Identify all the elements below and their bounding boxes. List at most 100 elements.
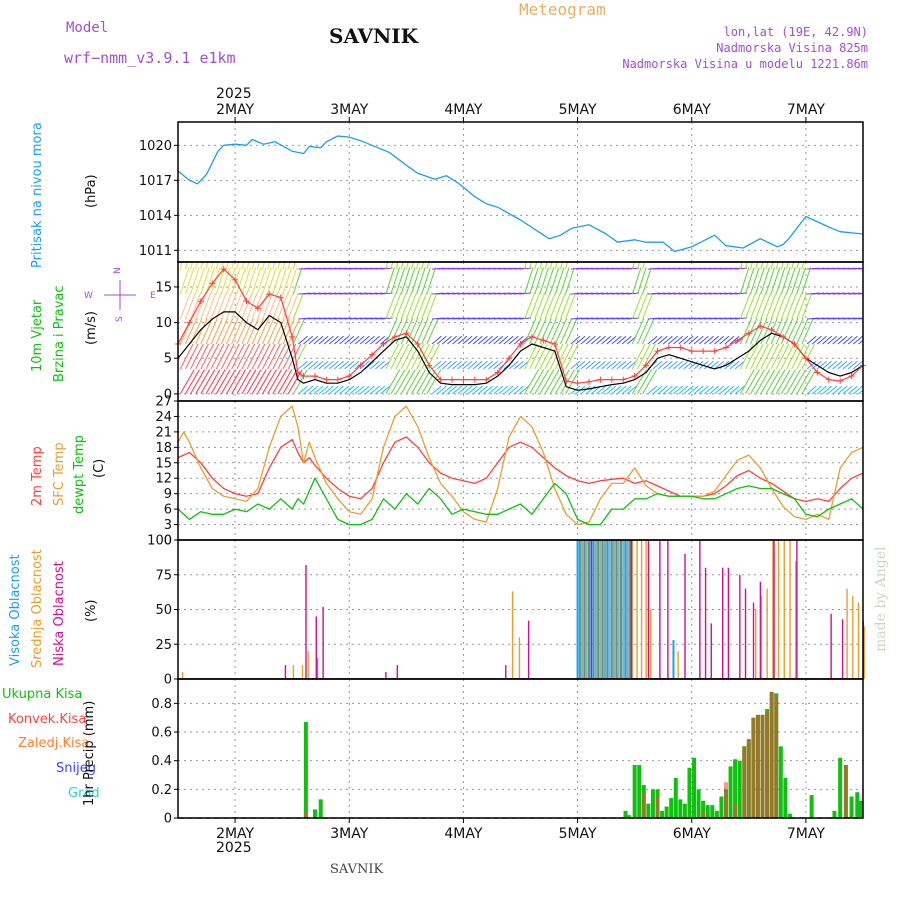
wind-vector bbox=[410, 262, 414, 270]
wind-vector bbox=[359, 385, 370, 395]
wind-vector bbox=[405, 262, 409, 270]
wind-vector bbox=[688, 385, 699, 395]
wind-vector bbox=[703, 360, 714, 370]
year-top: 2025 bbox=[216, 86, 252, 102]
wind-vector bbox=[791, 292, 803, 320]
wind-vector bbox=[565, 262, 569, 270]
y-tick-label: 75 bbox=[155, 568, 172, 583]
wind-vector bbox=[215, 369, 231, 395]
wind-vector bbox=[477, 385, 488, 395]
wind-vector bbox=[673, 385, 683, 395]
wind-vector bbox=[631, 292, 643, 320]
wind-vector bbox=[801, 292, 813, 320]
precip-total-bar bbox=[687, 767, 692, 818]
wind-gust-marker bbox=[825, 376, 832, 383]
wind-vector bbox=[734, 360, 745, 370]
wind-vector bbox=[565, 267, 575, 295]
legend-hail: Grad bbox=[68, 786, 100, 801]
wind-vector bbox=[616, 385, 627, 395]
wind-vector bbox=[637, 343, 651, 370]
wind-vector bbox=[760, 369, 776, 395]
precip-total-bar bbox=[728, 766, 733, 818]
wind-vector bbox=[698, 385, 709, 395]
wind-vector bbox=[668, 385, 678, 395]
wind-vector bbox=[323, 360, 334, 370]
wind-gust-marker bbox=[312, 373, 318, 380]
wind-vector bbox=[313, 360, 324, 370]
wind-vector bbox=[585, 335, 596, 345]
precip-total-bar bbox=[710, 805, 715, 818]
wind-vector bbox=[529, 262, 533, 270]
x-tick-label-bottom: 6MAY bbox=[673, 826, 711, 842]
wind-vector bbox=[184, 343, 199, 370]
wind-vector bbox=[272, 267, 282, 295]
precip-total-bar bbox=[632, 764, 637, 818]
wind-vector bbox=[195, 343, 209, 370]
wind-vector bbox=[652, 335, 663, 345]
wind-vector bbox=[267, 318, 280, 345]
wind-vector bbox=[184, 318, 198, 345]
wind-vector bbox=[226, 262, 229, 270]
wind-gust-marker bbox=[848, 373, 855, 380]
wind-vector bbox=[210, 292, 222, 320]
wind-vector bbox=[483, 385, 493, 395]
wind-gust-marker bbox=[723, 344, 729, 351]
wind-vector bbox=[251, 343, 266, 370]
wind-vector bbox=[262, 369, 277, 395]
precip-total-bar bbox=[737, 760, 742, 818]
wind-vector bbox=[817, 385, 827, 395]
wind-vector bbox=[765, 369, 781, 395]
wind-vector bbox=[195, 267, 205, 295]
wind-vector bbox=[529, 318, 542, 345]
wind-vector bbox=[755, 292, 767, 320]
wind-vector bbox=[200, 267, 210, 295]
wind-vector bbox=[662, 360, 673, 370]
wind-vector bbox=[534, 369, 550, 395]
wind-vector bbox=[554, 267, 565, 295]
wind-vector bbox=[780, 343, 795, 370]
wind-vector bbox=[375, 360, 386, 370]
wind-vector bbox=[416, 262, 420, 270]
x-tick-label-bottom: 4MAY bbox=[444, 826, 482, 842]
y-tick-label: 1011 bbox=[139, 244, 172, 259]
wind-vector bbox=[303, 385, 314, 395]
y-tick-label: 10 bbox=[155, 316, 172, 331]
precip-total-bar bbox=[664, 806, 669, 818]
wind-vector bbox=[436, 360, 447, 370]
wind-vector bbox=[205, 369, 221, 395]
wind-vector bbox=[693, 385, 704, 395]
wind-vector bbox=[585, 360, 596, 370]
wind-gust-marker bbox=[186, 319, 193, 326]
wind-gust-marker bbox=[209, 280, 216, 287]
wind-vector bbox=[292, 318, 306, 345]
legend-snow: Snijeg bbox=[56, 761, 96, 776]
wind-vector bbox=[775, 369, 791, 395]
wind-vector bbox=[627, 292, 640, 295]
wind-vector bbox=[246, 262, 250, 270]
wind-vector bbox=[457, 385, 468, 395]
wind-vector bbox=[318, 360, 329, 370]
wind-vector bbox=[539, 343, 554, 370]
wind-vector bbox=[703, 385, 714, 395]
wind-gust-marker bbox=[391, 333, 398, 340]
wind-vector bbox=[184, 292, 196, 320]
wind-vector bbox=[560, 343, 574, 370]
wind-vector bbox=[775, 262, 779, 270]
wind-vector bbox=[477, 335, 488, 345]
y-tick-label: 0.8 bbox=[151, 697, 172, 712]
wind-vector bbox=[349, 385, 360, 395]
wind-vector bbox=[205, 267, 216, 295]
wind-vector bbox=[405, 343, 420, 370]
wind-vector bbox=[334, 360, 344, 370]
wind-vector bbox=[205, 343, 220, 370]
wind-vector bbox=[472, 385, 483, 395]
wind-vector bbox=[549, 318, 563, 345]
wind-vectors bbox=[179, 262, 863, 395]
wind-vector bbox=[627, 267, 640, 270]
wind-gust-marker bbox=[814, 369, 821, 376]
wind-vector bbox=[308, 360, 319, 370]
precip-total-bar bbox=[809, 795, 814, 818]
precip-total-bar bbox=[318, 799, 323, 818]
y-tick-label: 3 bbox=[164, 518, 172, 533]
wind-vector bbox=[298, 335, 308, 345]
